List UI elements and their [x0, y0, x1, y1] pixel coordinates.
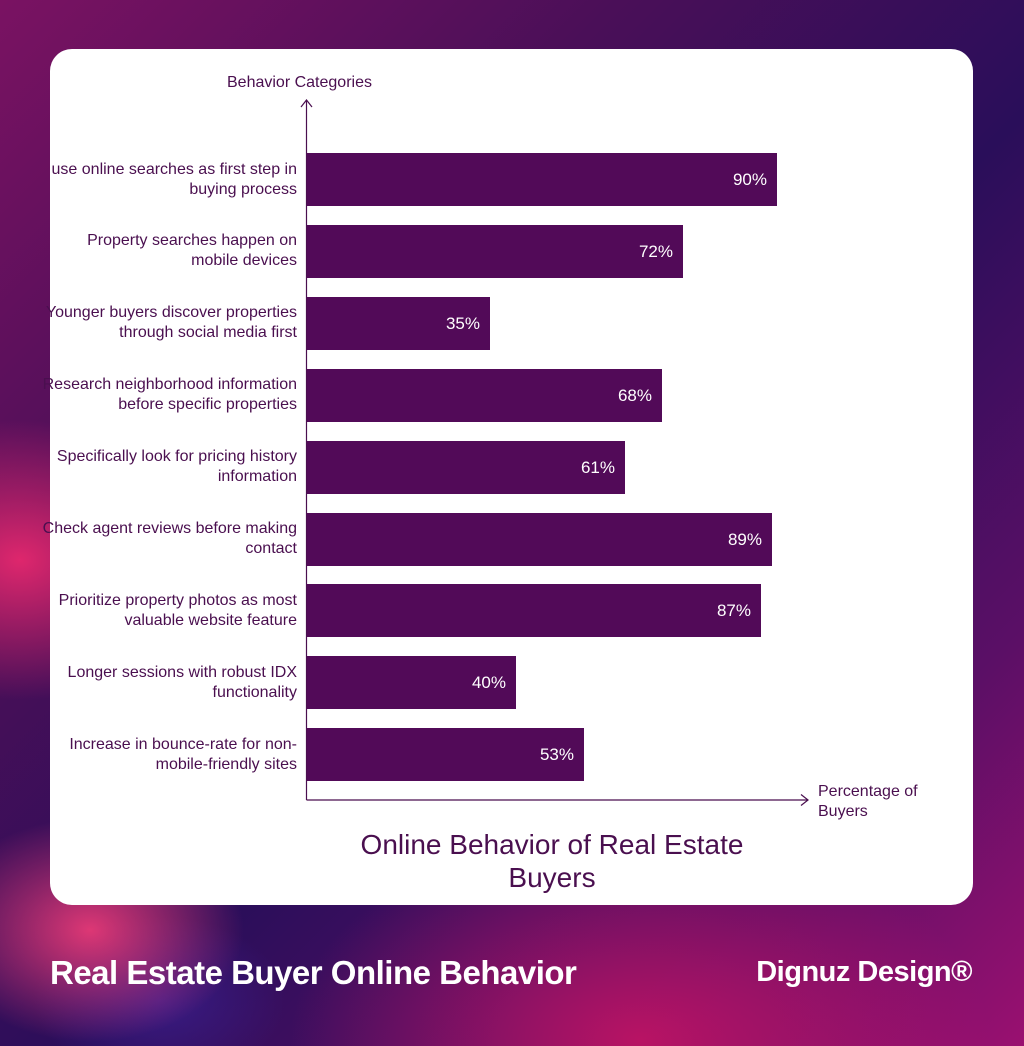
bar: 61%: [307, 440, 625, 494]
bar-value-label: 89%: [727, 529, 762, 549]
bar-value-label: 35%: [445, 313, 480, 333]
category-label: use online searches as first step in buy…: [51, 160, 297, 198]
bar-value-label: 53%: [539, 745, 574, 765]
category-label: Specifically look for pricing history in…: [56, 448, 297, 486]
category-label: Property searches happen on mobile devic…: [87, 232, 297, 270]
bar-value-label: 72%: [638, 241, 673, 261]
category-label: Longer sessions with robust IDX function…: [67, 663, 297, 701]
bar-value-label: 61%: [580, 457, 615, 477]
y-axis-title: Behavior Categories: [227, 74, 372, 91]
bar: 68%: [307, 368, 662, 422]
category-label: Prioritize property photos as most valua…: [58, 591, 297, 629]
bar-value-label: 87%: [716, 601, 751, 621]
bar: 89%: [307, 512, 772, 566]
bar: 72%: [307, 224, 683, 278]
bar: 35%: [307, 296, 490, 350]
bar: 40%: [307, 656, 516, 710]
y-axis-arrow: [300, 99, 313, 108]
brand-logo-text: Dignuz Design®: [756, 956, 972, 988]
bar: 87%: [307, 584, 761, 638]
category-label: Check agent reviews before making contac…: [42, 520, 297, 557]
category-label: Research neighborhood information before…: [42, 376, 297, 414]
chart-title: Online Behavior of Real Estate Buyers: [360, 829, 744, 893]
bar: 53%: [307, 728, 584, 782]
bar-value-label: 90%: [732, 170, 767, 189]
bar-value-label: 40%: [471, 673, 506, 693]
category-label: Younger buyers discover properties throu…: [45, 304, 297, 342]
bar: 90%: [307, 153, 777, 206]
category-label: Increase in bounce-rate for non-mobile-f…: [69, 735, 297, 773]
bar-value-label: 68%: [617, 385, 652, 405]
footer-title: Real Estate Buyer Online Behavior: [50, 954, 577, 991]
x-axis-arrow: [800, 794, 809, 806]
x-axis-title: Percentage of Buyers: [818, 783, 918, 820]
